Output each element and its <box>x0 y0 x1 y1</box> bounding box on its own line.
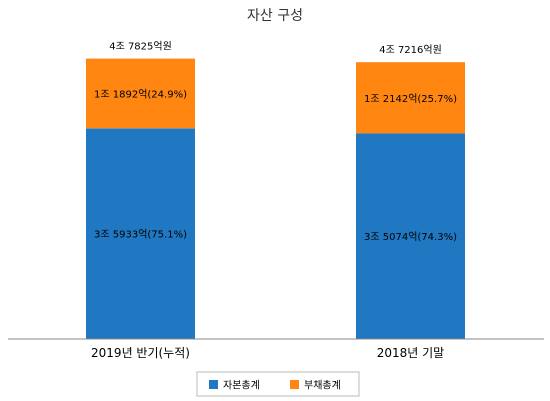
legend-swatch-liabilities <box>290 380 299 389</box>
category-label-2: 2018년 기말 <box>377 346 444 360</box>
legend-label-capital: 자본총계 <box>223 380 260 392</box>
legend-box <box>196 371 360 397</box>
chart-title: 자산 구성 <box>247 8 303 24</box>
data-label-capital-1: 3조 5933억(75.1%) <box>94 229 187 241</box>
data-label-liabilities-2: 1조 2142억(25.7%) <box>364 93 457 105</box>
legend-label-liabilities: 부채총계 <box>304 380 341 392</box>
category-label-1: 2019년 반기(누적) <box>91 346 190 360</box>
total-label-2: 4조 7216억원 <box>379 44 442 56</box>
bar-segment-capital-2 <box>356 133 465 339</box>
total-label-1: 4조 7825억원 <box>109 41 172 53</box>
legend-swatch-capital <box>209 380 218 389</box>
data-label-capital-2: 3조 5074억(74.3%) <box>364 231 457 243</box>
legend: 자본총계 부채총계 <box>196 371 360 397</box>
bar-segment-liabilities-2 <box>356 62 465 134</box>
data-label-liabilities-1: 1조 1892억(24.9%) <box>94 89 187 101</box>
bars-layer: 3조 5933억(75.1%) 1조 1892억(24.9%) 4조 7825억원 3… <box>86 41 465 339</box>
bar-segment-capital-1 <box>86 128 195 339</box>
bar-segment-liabilities-1 <box>86 58 195 129</box>
category-labels: 2019년 반기(누적) 2018년 기말 <box>91 346 444 360</box>
